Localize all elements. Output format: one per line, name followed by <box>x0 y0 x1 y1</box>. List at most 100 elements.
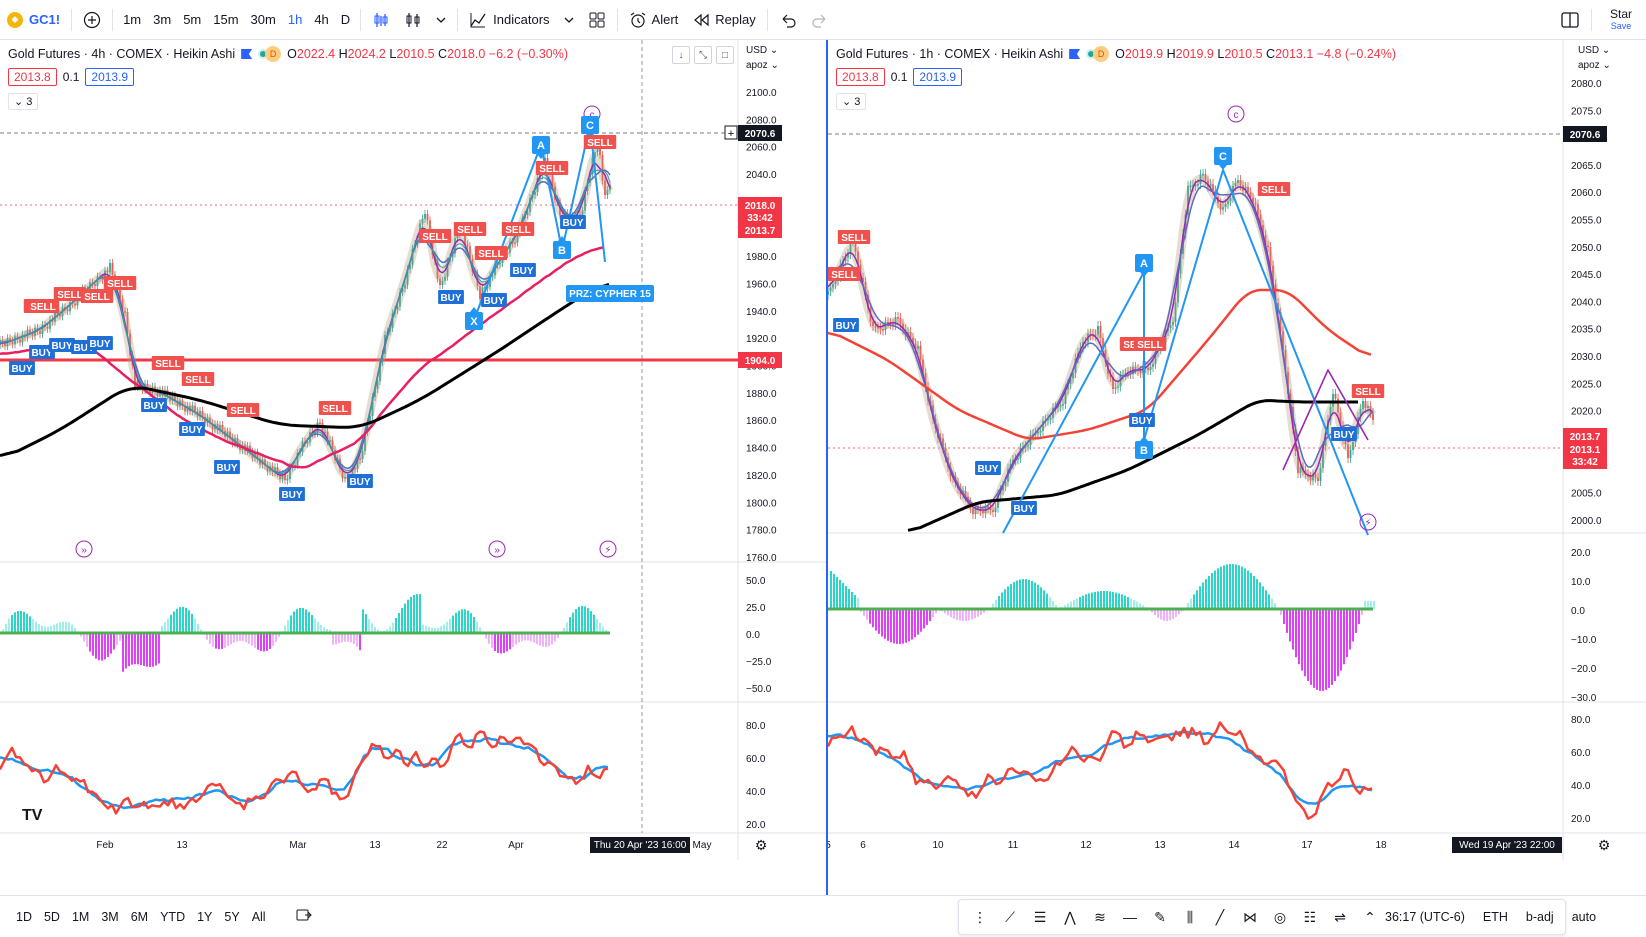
cursor-handle-icon[interactable]: ⋮ <box>973 908 987 925</box>
scale-mode-selector[interactable]: apoz ⌄ <box>746 60 779 71</box>
chevron-down-icon <box>564 17 574 23</box>
candle-style-button[interactable] <box>397 0 429 40</box>
event-arrow-icon[interactable]: » <box>81 545 87 556</box>
histogram-bar <box>197 623 199 633</box>
buy-price-button[interactable]: 2013.9 <box>85 68 135 86</box>
channel-tool-icon[interactable]: ≋ <box>1094 908 1106 925</box>
lightning-icon[interactable]: ⚡ <box>1364 518 1371 529</box>
interval-15m[interactable]: 15m <box>213 12 239 27</box>
candle-body <box>39 330 41 334</box>
indicators-dropdown[interactable] <box>557 0 581 40</box>
add-level-icon[interactable] <box>724 125 738 140</box>
lightning-icon[interactable] <box>599 540 617 558</box>
adjust-toggle[interactable]: b-adj <box>1525 910 1554 924</box>
event-arrow-icon[interactable] <box>488 540 506 558</box>
time-tick-label: 6 <box>860 840 866 851</box>
pattern-point-c: C <box>586 120 594 132</box>
interval-4h[interactable]: 4h <box>314 12 329 27</box>
undo-button[interactable] <box>772 0 804 40</box>
trend-line-icon[interactable]: ╱ <box>1215 908 1225 925</box>
fib-tool-icon[interactable]: ☰ <box>1033 908 1047 925</box>
auto-scale-toggle[interactable]: auto <box>1571 910 1597 924</box>
candle-body <box>551 173 554 187</box>
bars-pattern-icon[interactable]: ⫼ <box>1186 908 1194 925</box>
interval-1h[interactable]: 1h <box>287 12 303 27</box>
histogram-bar <box>1154 609 1156 616</box>
candle-body <box>14 336 16 345</box>
interval-30m[interactable]: 30m <box>250 12 276 27</box>
flag-icon[interactable] <box>241 49 253 59</box>
compare-symbol-button[interactable] <box>76 0 108 40</box>
range-5y[interactable]: 5Y <box>224 909 240 924</box>
bar-style-button[interactable] <box>365 0 397 40</box>
save-layout-button[interactable]: Star Save <box>1596 8 1646 32</box>
symbol-search-button[interactable]: ◆ GC1! <box>0 0 67 40</box>
projection-tool-icon[interactable]: ⇌ <box>1334 908 1346 925</box>
histogram-bar <box>347 633 349 642</box>
chart-pane-left[interactable]: 2100.02080.02060.02040.02020.02000.01980… <box>0 40 826 895</box>
sell-price-button[interactable]: 2013.8 <box>836 68 885 86</box>
range-6m[interactable]: 6M <box>130 909 149 924</box>
lightning-icon[interactable]: ⚡ <box>604 545 611 556</box>
chart-canvas-right[interactable]: 2080.02075.02070.02065.02060.02055.02050… <box>828 40 1646 895</box>
abcd-tool-icon[interactable]: ⋀ <box>1064 908 1076 925</box>
range-1d[interactable]: 1D <box>16 909 32 924</box>
panels-toggle-button[interactable] <box>1553 0 1587 40</box>
settings-gear-icon[interactable]: ⚙ <box>1598 837 1611 853</box>
xabcd-tool-icon[interactable]: ⋈ <box>1243 908 1257 925</box>
interval-3m[interactable]: 3m <box>153 12 172 27</box>
candle-body <box>176 400 179 407</box>
event-arrow-icon[interactable]: » <box>494 545 500 556</box>
pattern-tool-icon[interactable]: ⟋ <box>1005 908 1015 925</box>
candle-body <box>1209 184 1212 187</box>
range-all[interactable]: All <box>251 909 266 924</box>
chart-type-dropdown[interactable] <box>429 0 453 40</box>
horizontal-ray-icon[interactable]: — <box>1123 909 1137 925</box>
currency-selector[interactable]: USD ⌄ <box>746 45 779 56</box>
delayed-data-icon: D <box>1093 46 1110 62</box>
price-tick-label: 2075.0 <box>1571 106 1602 117</box>
chart-pane-right[interactable]: 2080.02075.02070.02065.02060.02055.02050… <box>826 40 1646 895</box>
range-3m[interactable]: 3M <box>101 909 119 924</box>
brush-tool-icon[interactable]: ✎ <box>1154 908 1166 925</box>
maximize-pane-icon[interactable]: □ <box>716 46 734 64</box>
add-level-icon[interactable]: + <box>728 128 734 140</box>
settings-gear-icon[interactable]: ⚙ <box>755 837 768 853</box>
alert-button[interactable]: Alert <box>622 0 686 40</box>
scale-mode-selector[interactable]: apoz ⌄ <box>1578 60 1611 71</box>
flag-icon[interactable] <box>1069 49 1081 59</box>
move-down-icon[interactable]: ↓ <box>672 46 690 64</box>
ruler-tool-icon[interactable]: ☷ <box>1303 908 1317 925</box>
collapse-pane-icon[interactable]: ⤡ <box>694 46 712 64</box>
range-1m[interactable]: 1M <box>71 909 90 924</box>
buy-price-button[interactable]: 2013.9 <box>913 68 963 86</box>
currency-selector[interactable]: USD ⌄ <box>1578 45 1611 56</box>
market-status-icons[interactable]: D <box>258 46 282 62</box>
more-tools-icon[interactable]: ⌃ <box>1364 908 1376 925</box>
pattern-point-b-pointer <box>558 236 566 241</box>
histogram-bar <box>1106 591 1108 609</box>
replay-button[interactable]: Replay <box>685 0 762 40</box>
range-5d[interactable]: 5D <box>43 909 60 924</box>
market-status-icons[interactable]: D <box>1086 46 1110 62</box>
date-range-button[interactable] <box>290 908 318 925</box>
candle-body <box>874 326 877 328</box>
interval-1m[interactable]: 1m <box>123 12 142 27</box>
indicators-button[interactable]: Indicators <box>462 0 556 40</box>
clock-label[interactable]: 36:17 (UTC-6) <box>1385 910 1465 924</box>
interval-D[interactable]: D <box>340 12 351 27</box>
event-arrow-icon[interactable] <box>75 540 93 558</box>
session-toggle[interactable]: ETH <box>1482 910 1508 924</box>
chart-canvas-left[interactable]: 2100.02080.02060.02040.02020.02000.01980… <box>0 40 826 895</box>
interval-5m[interactable]: 5m <box>183 12 202 27</box>
range-1y[interactable]: 1Y <box>197 909 213 924</box>
indicator-collapse-button[interactable]: ⌄ 3 <box>8 93 39 110</box>
range-ytd[interactable]: YTD <box>160 909 186 924</box>
histogram-bar <box>920 609 922 632</box>
lightning-icon[interactable] <box>1359 513 1377 531</box>
indicator-collapse-button[interactable]: ⌄ 3 <box>836 93 867 110</box>
layout-button[interactable] <box>581 0 613 40</box>
redo-button[interactable] <box>804 0 836 40</box>
cycle-tool-icon[interactable]: ◎ <box>1273 908 1287 925</box>
sell-price-button[interactable]: 2013.8 <box>8 68 57 86</box>
